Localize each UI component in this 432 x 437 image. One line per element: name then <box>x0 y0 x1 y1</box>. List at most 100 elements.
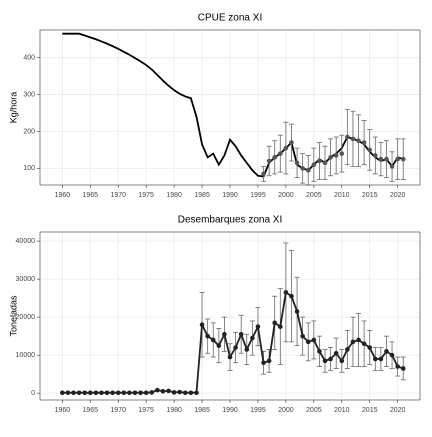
data-point <box>367 345 373 350</box>
data-point <box>132 390 138 396</box>
x-tick-label: 1965 <box>83 407 99 414</box>
data-point <box>283 145 289 151</box>
y-tick-label: 100 <box>23 165 35 172</box>
data-point <box>333 350 339 356</box>
data-point <box>361 140 367 145</box>
data-point <box>272 320 278 326</box>
y-tick-label: 40000 <box>16 238 36 245</box>
x-tick-label: 2005 <box>306 407 322 414</box>
x-tick-label: 1970 <box>110 192 126 199</box>
data-point <box>210 337 216 343</box>
data-point <box>76 390 82 396</box>
data-point <box>261 360 266 366</box>
y-tick-label: 10000 <box>16 352 36 359</box>
data-point <box>127 390 132 396</box>
data-point <box>328 155 333 160</box>
data-point <box>350 136 356 142</box>
data-point <box>289 293 294 299</box>
data-point <box>255 324 261 329</box>
data-point <box>317 349 322 354</box>
x-tick-label: 2000 <box>278 192 294 199</box>
y-tick-label: 30000 <box>16 276 36 283</box>
x-tick-label: 1970 <box>110 407 126 414</box>
data-point <box>143 390 149 396</box>
data-point <box>227 354 233 360</box>
data-point <box>194 390 199 396</box>
data-point <box>384 156 389 162</box>
data-point <box>238 331 244 337</box>
data-point <box>384 349 389 354</box>
x-tick-label: 1960 <box>55 192 71 199</box>
data-point <box>171 390 177 395</box>
data-point <box>277 151 283 156</box>
data-point <box>311 162 317 168</box>
x-tick-label: 2015 <box>362 192 378 199</box>
data-point <box>289 140 294 145</box>
data-point <box>322 358 328 364</box>
x-tick-label: 1990 <box>222 192 238 199</box>
data-point <box>300 166 305 171</box>
data-point <box>339 151 345 156</box>
data-point <box>361 341 367 347</box>
data-point <box>395 364 400 369</box>
chart-title: CPUE zona XI <box>198 13 262 24</box>
data-point <box>283 290 289 295</box>
data-point <box>389 352 395 358</box>
data-point <box>400 366 406 371</box>
data-point <box>93 390 99 396</box>
data-point <box>277 324 283 329</box>
data-point <box>345 134 350 140</box>
data-point <box>356 138 361 144</box>
data-point <box>294 160 300 166</box>
data-point <box>400 156 406 162</box>
data-point <box>65 390 71 396</box>
x-tick-label: 1985 <box>194 407 210 414</box>
data-point <box>160 388 166 394</box>
data-point <box>71 390 76 396</box>
data-point <box>205 333 210 339</box>
data-point <box>317 158 322 164</box>
x-tick-label: 1965 <box>83 192 99 199</box>
data-point <box>339 358 345 364</box>
x-tick-label: 2020 <box>390 192 406 199</box>
data-point <box>99 390 104 396</box>
x-tick-label: 1985 <box>194 192 210 199</box>
data-point <box>372 356 378 362</box>
chart-title: Desembarques zona XI <box>178 215 283 226</box>
data-point <box>378 156 384 162</box>
x-tick-label: 2010 <box>334 407 350 414</box>
data-point <box>155 387 160 393</box>
data-point <box>322 160 328 166</box>
data-point <box>350 339 356 345</box>
data-point <box>389 164 395 169</box>
data-point <box>250 335 255 341</box>
data-point <box>104 390 110 396</box>
data-point <box>294 309 300 314</box>
data-point <box>60 390 65 396</box>
data-point <box>300 333 305 339</box>
x-tick-label: 1990 <box>222 407 238 414</box>
x-tick-label: 1995 <box>250 192 266 199</box>
data-point <box>372 153 378 158</box>
data-point <box>266 158 272 164</box>
data-point <box>138 390 143 396</box>
x-tick-label: 1975 <box>138 407 154 414</box>
data-point <box>305 339 311 345</box>
x-tick-label: 2020 <box>390 407 406 414</box>
data-point <box>216 343 222 348</box>
y-tick-label: 20000 <box>16 314 36 321</box>
x-tick-label: 1980 <box>166 407 182 414</box>
x-tick-label: 2010 <box>334 192 350 199</box>
data-point <box>272 155 278 160</box>
data-point <box>166 388 171 394</box>
data-point <box>311 337 317 343</box>
data-point <box>199 322 205 328</box>
data-point <box>87 390 93 396</box>
data-point <box>305 167 311 173</box>
data-point <box>177 389 183 395</box>
data-point <box>188 390 194 396</box>
data-point <box>110 390 115 396</box>
y-axis-label: Kg/hora <box>8 92 18 124</box>
plot-border <box>39 231 421 401</box>
